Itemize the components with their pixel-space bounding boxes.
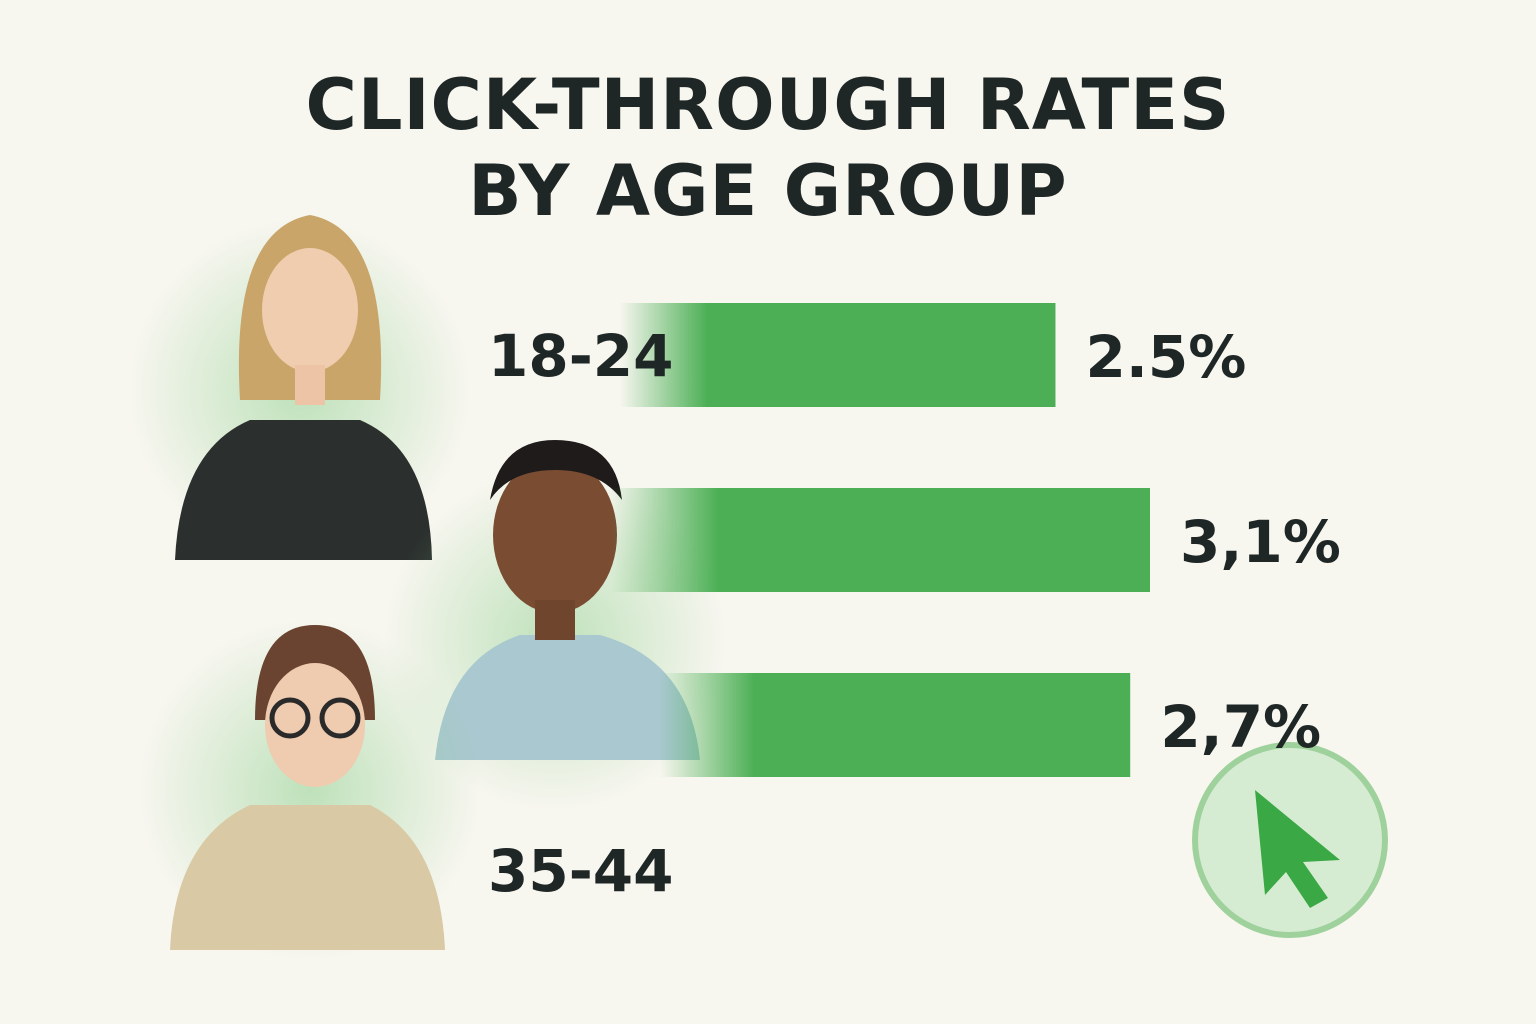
bar — [620, 303, 1056, 407]
bar — [610, 488, 1150, 592]
portrait-woman-glasses — [140, 620, 480, 960]
portrait-young-woman — [130, 215, 470, 560]
category-label: 35-44 — [488, 837, 674, 905]
cursor-icon — [1192, 742, 1388, 938]
category-label: 18-24 — [488, 322, 674, 390]
value-label: 2,7% — [1160, 693, 1321, 761]
bar — [660, 673, 1131, 777]
chart-title: CLICK-THROUGH RATES BY AGE GROUP — [305, 64, 1231, 232]
value-label: 2.5% — [1085, 323, 1246, 391]
value-label: 3,1% — [1180, 508, 1341, 576]
